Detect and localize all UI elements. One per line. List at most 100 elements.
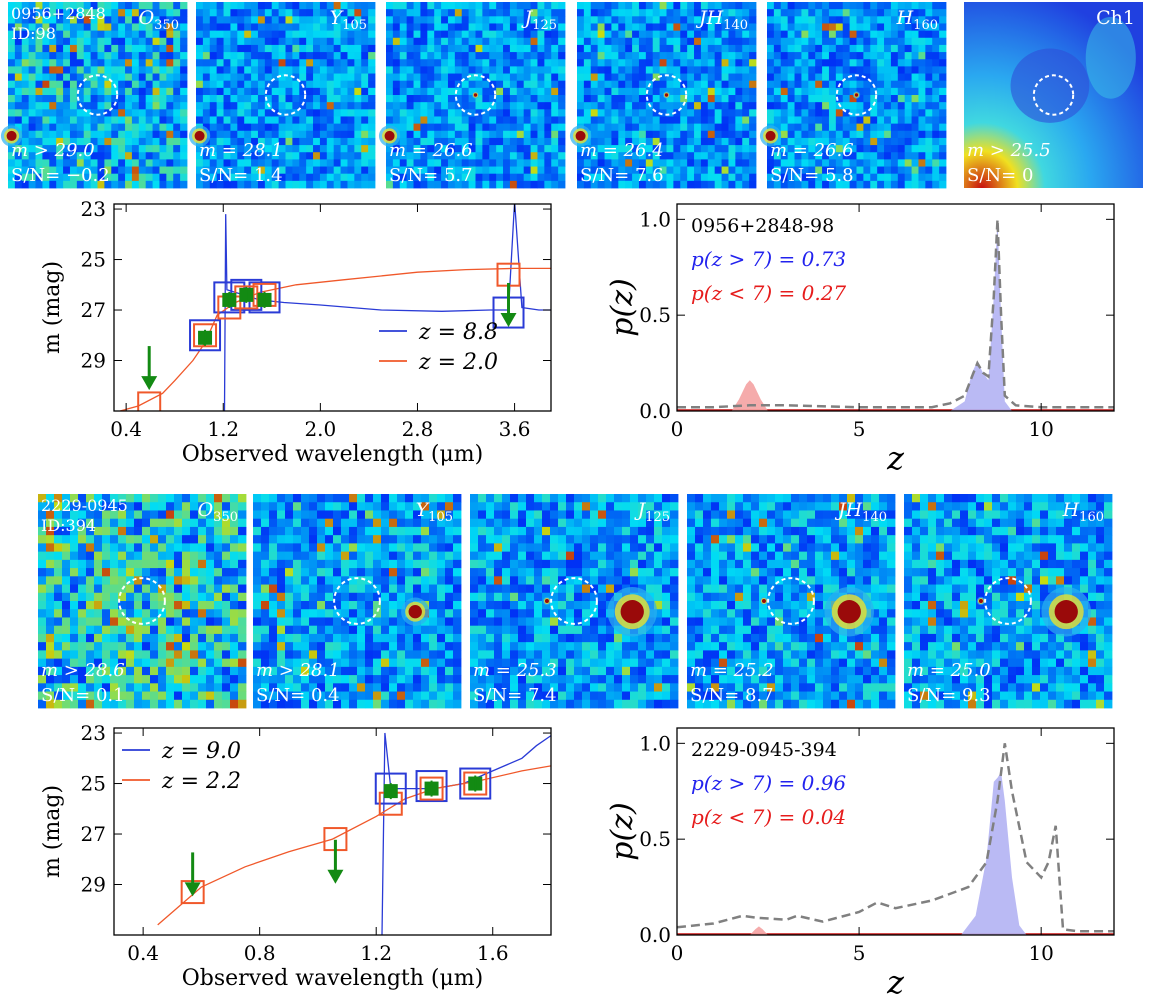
upper-limit-arrow <box>184 882 201 897</box>
upper-limit-arrow <box>141 376 158 391</box>
legend: z = 8.8 z = 2.0 <box>379 320 498 375</box>
y-tick-label: 1.0 <box>639 731 671 755</box>
x-tick-label: 5 <box>853 417 866 441</box>
model-box-orange <box>496 262 521 287</box>
y-tick-label: 23 <box>81 721 106 745</box>
aperture-circle <box>1032 74 1075 116</box>
x-tick-label: 5 <box>853 941 866 965</box>
axes-frame <box>676 203 1115 412</box>
x-tick-label: 1.2 <box>360 941 392 965</box>
band-label: Ch1 <box>1096 7 1135 29</box>
pz-fill-high-z <box>950 219 1012 411</box>
x-tick-label: 1.2 <box>207 417 239 441</box>
legend-entry: z = 8.8 <box>418 320 498 345</box>
legend-entry: z = 2.2 <box>161 769 241 794</box>
bright-source <box>194 130 205 141</box>
aperture-circle <box>118 577 166 625</box>
upper-limit-arrow <box>500 312 517 327</box>
pz-fill-high-z <box>961 772 1027 935</box>
aperture-circle <box>645 74 688 116</box>
x-axis-label: z <box>886 439 905 477</box>
prob-low-z: p(z < 7) = 0.27 <box>691 281 846 305</box>
prob-high-z: p(z > 7) = 0.73 <box>691 247 846 271</box>
legend: z = 9.0 z = 2.2 <box>122 739 241 794</box>
y-tick-label: 0.5 <box>639 827 671 851</box>
y-axis-label: p(z) <box>605 278 640 336</box>
y-tick-label: 0.5 <box>639 303 671 327</box>
plot-area <box>119 204 551 411</box>
sn-label: S/N= 7.6 <box>580 165 664 186</box>
magnitude-label: m = 25.3 <box>473 660 557 681</box>
sed-panel-2229: 0.4 0.8 1.2 1.6 23 25 27 29 Observed wavelength … <box>40 721 552 991</box>
sed-panel-0956: 0.4 1.2 2.0 2.8 3.6 23 25 27 29 Observed waveleng… <box>40 197 552 467</box>
upper-limit-arrow <box>327 869 344 884</box>
bright-source <box>1054 600 1078 624</box>
model-box-blue <box>415 770 448 803</box>
y-tick-label: 27 <box>81 822 106 846</box>
sn-label: S/N= 0.1 <box>41 685 125 706</box>
prob-low-z: p(z < 7) = 0.04 <box>691 805 846 829</box>
magnitude-label: m = 26.6 <box>770 140 854 161</box>
y-tick-label: 27 <box>81 298 106 322</box>
bright-source <box>765 130 776 141</box>
object-id: ID:98 <box>11 24 56 43</box>
magnitude-label: m > 25.5 <box>967 140 1051 161</box>
sn-label: S/N= 9.3 <box>907 685 991 706</box>
object-name: 0956+2848 <box>11 4 106 23</box>
sn-label: S/N= 5.7 <box>389 165 473 186</box>
sn-label: S/N= 0 <box>967 165 1033 186</box>
y-tick-label: 23 <box>81 197 106 221</box>
model-box-orange <box>137 391 162 411</box>
x-tick-label: 0.4 <box>127 941 159 965</box>
pz-fill-low-z <box>731 380 768 411</box>
y-tick-label: 0.0 <box>639 923 671 947</box>
bright-source <box>473 93 478 97</box>
x-tick-label: 0 <box>671 941 684 965</box>
magnitude-label: m = 25.2 <box>690 660 774 681</box>
y-tick-label: 29 <box>81 873 106 897</box>
object-id: ID:394 <box>41 516 96 535</box>
bright-source <box>544 599 549 603</box>
bright-source <box>837 600 861 624</box>
object-name: 2229-0945 <box>41 496 128 515</box>
y-tick-label: 25 <box>81 248 106 272</box>
bright-source <box>664 93 669 97</box>
aperture-circle <box>264 74 307 116</box>
y-tick-label: 25 <box>81 772 106 796</box>
sn-label: S/N= 0.4 <box>256 685 340 706</box>
x-tick-label: 1.6 <box>477 941 509 965</box>
aperture-circle <box>454 74 497 116</box>
sn-label: S/N= 7.4 <box>473 685 557 706</box>
x-tick-label: 2.0 <box>304 417 336 441</box>
axes-frame <box>676 727 1115 936</box>
model-box-orange <box>193 323 218 348</box>
bright-source <box>384 130 395 141</box>
x-tick-label: 10 <box>1028 941 1053 965</box>
object-id-annotation: 2229-0945-394 <box>691 739 837 761</box>
aperture-circle <box>550 577 598 625</box>
aperture-circle <box>835 74 878 116</box>
model-box-orange <box>419 776 444 801</box>
x-tick-label: 10 <box>1028 417 1053 441</box>
y-axis-label: m (mag) <box>40 785 65 878</box>
bright-source <box>620 600 644 624</box>
magnitude-label: m > 29.0 <box>11 140 95 161</box>
pz-panel-0956: 0 5 10 0.0 0.5 1.0 z p(z) 0956+2848-98 p(z > 7) =… <box>605 203 1115 477</box>
y-axis-label: m (mag) <box>40 261 65 354</box>
magnitude-label: m = 25.0 <box>907 660 991 681</box>
y-tick-label: 1.0 <box>639 207 671 231</box>
bright-source <box>575 130 586 141</box>
x-tick-label: 0.8 <box>244 941 276 965</box>
plot-area <box>157 732 551 935</box>
magnitude-label: m > 28.6 <box>41 660 125 681</box>
x-tick-label: 2.8 <box>402 417 434 441</box>
magnitude-label: m > 28.1 <box>256 660 340 681</box>
aperture-circle <box>76 74 119 116</box>
